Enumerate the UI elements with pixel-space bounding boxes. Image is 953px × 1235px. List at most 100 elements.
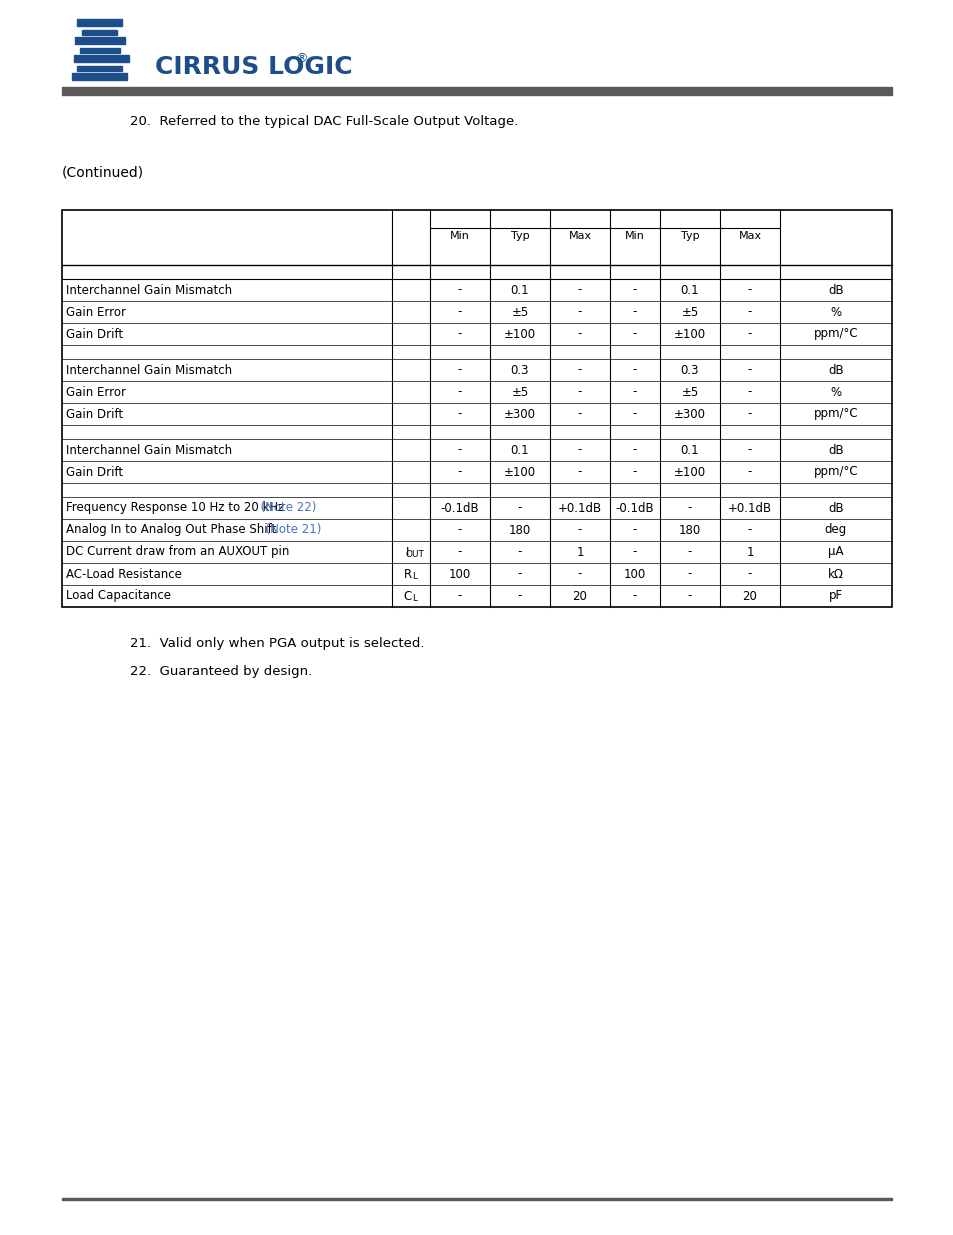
Text: L: L xyxy=(412,572,417,580)
Text: dB: dB xyxy=(827,501,842,515)
Text: -: - xyxy=(578,524,581,536)
Text: Max: Max xyxy=(738,231,760,241)
Text: -: - xyxy=(747,466,751,478)
Text: CIRRUS LOGIC: CIRRUS LOGIC xyxy=(154,56,353,79)
Text: ppm/°C: ppm/°C xyxy=(813,408,858,420)
Text: -: - xyxy=(747,385,751,399)
Text: ®: ® xyxy=(294,52,307,65)
Text: -: - xyxy=(578,305,581,319)
Text: -: - xyxy=(457,524,461,536)
Text: 20: 20 xyxy=(572,589,587,603)
Text: 1: 1 xyxy=(745,546,753,558)
Text: Min: Min xyxy=(450,231,470,241)
Text: -: - xyxy=(632,363,637,377)
Bar xyxy=(62,210,891,606)
Text: μA: μA xyxy=(827,546,842,558)
Text: Gain Drift: Gain Drift xyxy=(66,466,123,478)
Text: -: - xyxy=(578,363,581,377)
Text: Max: Max xyxy=(568,231,591,241)
Text: ±5: ±5 xyxy=(680,385,698,399)
Text: kΩ: kΩ xyxy=(827,568,843,580)
Text: -: - xyxy=(457,466,461,478)
Text: -: - xyxy=(632,546,637,558)
Bar xyxy=(82,30,117,35)
Text: -: - xyxy=(457,363,461,377)
Text: Frequency Response 10 Hz to 20 kHz: Frequency Response 10 Hz to 20 kHz xyxy=(66,501,284,515)
Bar xyxy=(74,56,129,62)
Text: -: - xyxy=(632,305,637,319)
Text: -: - xyxy=(632,524,637,536)
Text: AC-Load Resistance: AC-Load Resistance xyxy=(66,568,182,580)
Text: Analog In to Analog Out Phase Shift: Analog In to Analog Out Phase Shift xyxy=(66,524,276,536)
Text: -: - xyxy=(457,305,461,319)
Text: -: - xyxy=(747,327,751,341)
Text: 180: 180 xyxy=(508,524,531,536)
Text: -: - xyxy=(578,408,581,420)
Text: -: - xyxy=(517,546,521,558)
Text: -: - xyxy=(517,589,521,603)
Text: Interchannel Gain Mismatch: Interchannel Gain Mismatch xyxy=(66,284,232,296)
Text: 0.1: 0.1 xyxy=(680,443,699,457)
Text: -: - xyxy=(747,443,751,457)
Bar xyxy=(75,37,125,44)
Text: C: C xyxy=(403,589,412,603)
Text: -: - xyxy=(578,284,581,296)
Bar xyxy=(62,1198,891,1200)
Text: -: - xyxy=(687,546,692,558)
Text: -: - xyxy=(747,284,751,296)
Text: 0.1: 0.1 xyxy=(510,443,529,457)
Text: Gain Error: Gain Error xyxy=(66,385,126,399)
Text: 20.  Referred to the typical DAC Full-Scale Output Voltage.: 20. Referred to the typical DAC Full-Sca… xyxy=(130,115,517,128)
Text: ±100: ±100 xyxy=(673,327,705,341)
Text: Typ: Typ xyxy=(680,231,699,241)
Text: 0.1: 0.1 xyxy=(510,284,529,296)
Text: 0.3: 0.3 xyxy=(680,363,699,377)
Text: -: - xyxy=(578,327,581,341)
Text: -: - xyxy=(687,568,692,580)
Text: 100: 100 xyxy=(623,568,645,580)
Text: -: - xyxy=(578,466,581,478)
Text: -: - xyxy=(457,589,461,603)
Text: ±100: ±100 xyxy=(503,327,536,341)
Text: 1: 1 xyxy=(576,546,583,558)
Text: %: % xyxy=(829,385,841,399)
Text: -: - xyxy=(457,385,461,399)
Text: -: - xyxy=(747,363,751,377)
Text: -: - xyxy=(457,408,461,420)
Text: -: - xyxy=(578,568,581,580)
Text: R: R xyxy=(403,568,412,580)
Text: -: - xyxy=(632,284,637,296)
Text: ±5: ±5 xyxy=(511,385,528,399)
Text: 21.  Valid only when PGA output is selected.: 21. Valid only when PGA output is select… xyxy=(130,637,424,650)
Text: +0.1dB: +0.1dB xyxy=(558,501,601,515)
Text: -: - xyxy=(578,443,581,457)
Text: OUT: OUT xyxy=(405,550,424,559)
Text: dB: dB xyxy=(827,284,842,296)
Text: -: - xyxy=(687,501,692,515)
Text: dB: dB xyxy=(827,363,842,377)
Text: ±100: ±100 xyxy=(503,466,536,478)
Text: ±300: ±300 xyxy=(503,408,536,420)
Text: dB: dB xyxy=(827,443,842,457)
Text: Gain Drift: Gain Drift xyxy=(66,408,123,420)
Text: -: - xyxy=(457,327,461,341)
Text: -: - xyxy=(632,589,637,603)
Bar xyxy=(77,19,122,26)
Bar xyxy=(71,73,127,80)
Text: -: - xyxy=(747,524,751,536)
Bar xyxy=(77,65,122,70)
Text: -0.1dB: -0.1dB xyxy=(440,501,478,515)
Text: -: - xyxy=(517,501,521,515)
Text: Min: Min xyxy=(624,231,644,241)
Bar xyxy=(80,48,120,53)
Text: 20: 20 xyxy=(741,589,757,603)
Text: -: - xyxy=(632,466,637,478)
Text: -0.1dB: -0.1dB xyxy=(615,501,654,515)
Text: ±100: ±100 xyxy=(673,466,705,478)
Text: (Note 22): (Note 22) xyxy=(253,501,316,515)
Text: Load Capacitance: Load Capacitance xyxy=(66,589,171,603)
Text: (Continued): (Continued) xyxy=(62,165,144,179)
Text: -: - xyxy=(457,546,461,558)
Text: +0.1dB: +0.1dB xyxy=(727,501,771,515)
Text: ppm/°C: ppm/°C xyxy=(813,466,858,478)
